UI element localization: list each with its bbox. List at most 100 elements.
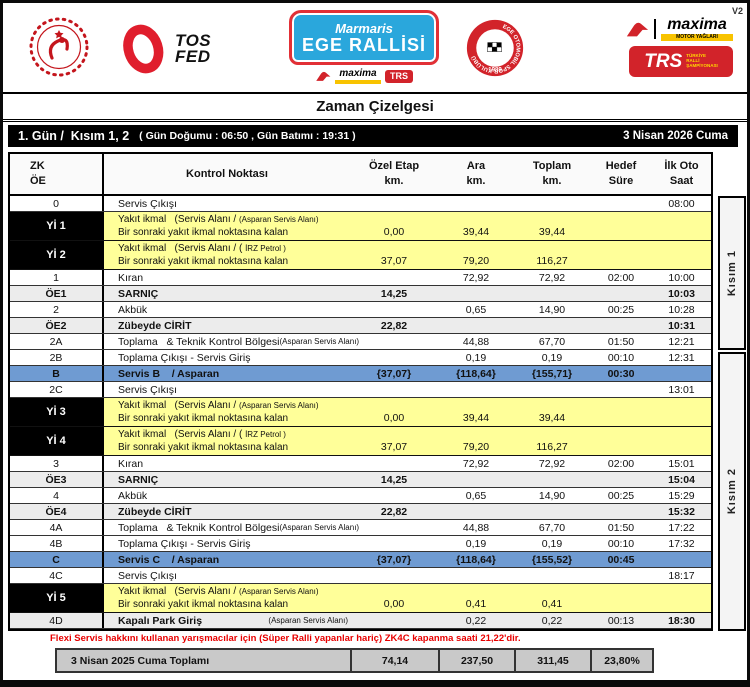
table-row: B Servis B / Asparan {37,07} {118,64} {155,7… <box>10 366 711 382</box>
cell-ozel-etap-km <box>350 196 438 211</box>
fuel-line1: Yakıt ikmal (Servis Alanı / (Asparan Ser… <box>118 400 350 412</box>
section-kisim-1: Kısım 1 <box>718 196 746 350</box>
fuel-name: Yakıt ikmal (Servis Alanı / <box>118 400 239 411</box>
cell-ara-km: 44,88 <box>462 521 490 534</box>
totals-label: 3 Nisan 2025 Cuma Toplamı <box>71 654 210 667</box>
cell-hedef-sure <box>590 382 652 397</box>
control-point-name: Kıran <box>118 271 144 284</box>
control-point-location: (Asparan Servis Alanı) <box>279 523 360 532</box>
header-control-label: Kontrol Noktası <box>186 167 268 180</box>
maxima-logo: maxima MOTOR YAĞLARI <box>625 17 733 41</box>
row-zk-label: 1 <box>53 271 59 284</box>
cell-ara-km: {118,64} <box>456 553 496 566</box>
row-zk-label: Yİ 5 <box>10 584 102 612</box>
row-control-point: Yakıt ikmal (Servis Alanı / ( İRZ Petrol… <box>102 427 350 455</box>
cell-toplam-km: 39,44 <box>538 412 566 424</box>
control-point-name: Toplama & Teknik Kontrol Bölgesi <box>118 335 280 348</box>
cell-ozel-etap-km: {37,07} <box>376 367 412 380</box>
cell-hedef-sure <box>590 568 652 583</box>
header-toplam-label: Toplam <box>532 160 572 173</box>
logo-band: TOS FED Marmaris EGE RALLİSİ maxima TRS <box>3 3 747 94</box>
cell-ilk-oto-saat <box>652 584 711 612</box>
cell-toplam-km <box>514 504 590 519</box>
table-row: ÖE4 Zübeyde CİRİT 22,82 15:32 <box>10 504 711 520</box>
tosfed-line1: TOS <box>175 31 212 51</box>
table-row: 4D Kapalı Park Giriş (Asparan Servis Alanı… <box>10 613 711 629</box>
row-control-point: Yakıt ikmal (Servis Alanı / ( İRZ Petrol… <box>102 241 350 269</box>
row-zk-label: 4A <box>49 521 63 534</box>
cell-ilk-oto-saat: 15:04 <box>668 473 695 486</box>
cell-ilk-oto-saat: 08:00 <box>668 197 695 210</box>
cell-ozel-etap-km <box>350 488 438 503</box>
fuel-line2: Bir sonraki yakıt ikmal noktasına kalan <box>118 441 289 453</box>
row-control-point: SARNIÇ <box>102 472 350 487</box>
cell-toplam-km: 116,27 <box>536 441 568 453</box>
cell-ara-km <box>438 472 514 487</box>
fuel-name: Yakıt ikmal (Servis Alanı / ( <box>118 243 246 254</box>
cell-ozel-etap-km: 14,25 <box>380 287 408 300</box>
cell-ozel-etap-km: 22,82 <box>380 505 408 518</box>
table-row: 2 Akbük 0,65 14,90 00:25 10:28 <box>10 302 711 318</box>
trs-subtext: TÜRKİYE RALLİ ŞAMPİYONASI <box>686 54 718 68</box>
row-control-point: Servis C / Asparan <box>102 552 350 567</box>
table-row: 2C Servis Çıkışı 13:01 <box>10 382 711 398</box>
plate-maxima-text: maxima <box>339 67 377 79</box>
fuel-line2: Bir sonraki yakıt ikmal noktasına kalan <box>118 598 289 610</box>
control-point-name: SARNIÇ <box>118 287 159 300</box>
control-point-name: Zübeyde CİRİT <box>118 319 192 332</box>
row-zk-label: ÖE4 <box>45 505 67 518</box>
cell-ozel-etap-km <box>350 302 438 317</box>
row-zk-label: 2B <box>49 351 63 364</box>
cell-ilk-oto-saat: 18:17 <box>668 569 695 582</box>
maxima-subtext: MOTOR YAĞLARI <box>661 34 733 41</box>
fuel-location-small: (Asparan Servis Alanı) <box>238 401 319 410</box>
row-zk-label: 2A <box>49 335 63 348</box>
control-point-name: Zübeyde CİRİT <box>118 505 192 518</box>
control-point-name: Akbük <box>118 303 148 316</box>
cell-ara-km: 0,65 <box>465 489 487 502</box>
cell-hedef-sure <box>590 504 652 519</box>
trs-sub2: RALLİ <box>686 58 700 64</box>
rally-plate: Marmaris EGE RALLİSİ <box>289 10 439 65</box>
cell-toplam-km <box>514 318 590 333</box>
control-point-name: Servis Çıkışı <box>118 569 177 582</box>
section-1-label: Kısım 1 <box>726 249 738 297</box>
section-2-label: Kısım 2 <box>726 468 738 515</box>
row-zk-label: ÖE2 <box>45 319 67 332</box>
cell-ozel-etap-km: 22,82 <box>380 319 408 332</box>
cell-ozel-etap-km: {37,07} <box>376 553 412 566</box>
cell-ara-km: 0,19 <box>465 537 487 550</box>
cell-ozel-etap-km: 37,07 <box>380 441 408 453</box>
cell-ilk-oto-saat: 15:01 <box>668 457 695 470</box>
control-point-name: Akbük <box>118 489 148 502</box>
header-hedef: Hedef Süre <box>590 154 652 194</box>
trs-logo: TRS TÜRKİYE RALLİ ŞAMPİYONASI <box>629 46 733 77</box>
row-control-point: Toplama Çıkışı - Servis Giriş <box>102 536 350 551</box>
cell-ozel-etap-km: 37,07 <box>380 255 408 267</box>
fuel-line1: Yakıt ikmal (Servis Alanı / (Asparan Ser… <box>118 586 350 598</box>
row-zk-label: 3 <box>53 457 59 470</box>
document-title-row: Zaman Çizelgesi <box>3 94 747 122</box>
timetable-header: ZK ÖE Kontrol Noktası Özel Etap km. Ara … <box>10 154 711 196</box>
ministry-logo-icon <box>28 16 90 78</box>
row-control-point: Akbük <box>102 488 350 503</box>
cell-hedef-sure: 00:13 <box>607 614 635 627</box>
row-zk-label: Yİ 1 <box>10 212 102 240</box>
totals-ara: 237,50 <box>438 650 514 671</box>
cell-toplam-km <box>514 568 590 583</box>
cell-ozel-etap-km: 0,00 <box>383 598 405 610</box>
trs-text: TRS <box>644 51 683 72</box>
header-ozel-unit: km. <box>384 175 404 187</box>
cell-ara-km: 0,65 <box>465 303 487 316</box>
cell-ara-km: 39,44 <box>462 412 490 424</box>
table-row: 4 Akbük 0,65 14,90 00:25 15:29 <box>10 488 711 504</box>
fuel-line2: Bir sonraki yakıt ikmal noktasına kalan <box>118 255 289 267</box>
row-zk-label: 2 <box>53 303 59 316</box>
cell-hedef-sure: 00:30 <box>607 367 635 380</box>
cell-ilk-oto-saat: 10:00 <box>668 271 695 284</box>
plate-sponsor-strip: maxima TRS <box>285 68 443 84</box>
header-hedef-unit: Süre <box>608 175 634 187</box>
cell-toplam-km: 14,90 <box>538 303 566 316</box>
row-zk-label: Yİ 2 <box>10 241 102 269</box>
row-control-point: Zübeyde CİRİT <box>102 318 350 333</box>
